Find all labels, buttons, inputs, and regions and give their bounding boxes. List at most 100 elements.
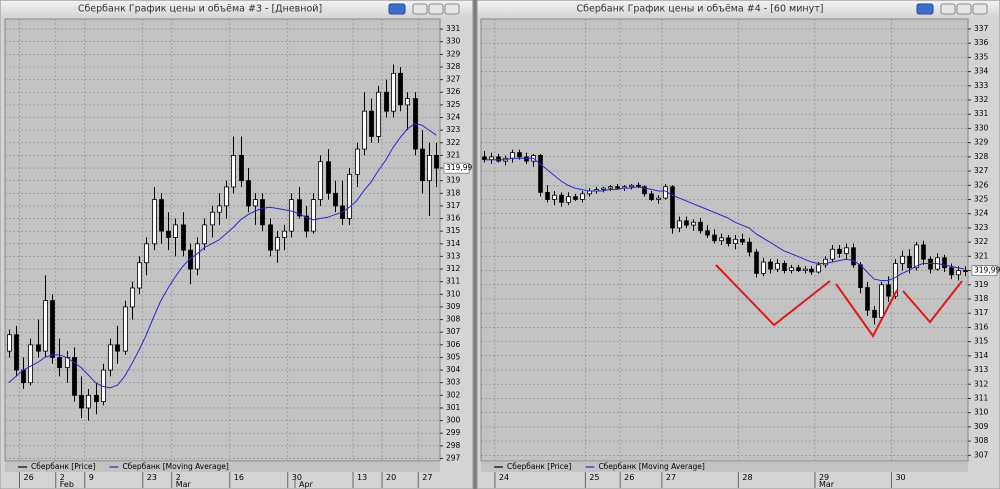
candle-body <box>21 369 26 384</box>
month-label: Feb <box>60 480 74 489</box>
y-tick-label: 297 <box>446 453 461 462</box>
y-tick-label: 328 <box>974 152 989 161</box>
moving-average-line <box>8 123 437 389</box>
candle-body <box>837 248 842 254</box>
last-price-box <box>443 162 470 174</box>
close-button[interactable] <box>444 3 460 15</box>
y-tick-label: 313 <box>974 365 989 374</box>
y-tick-label: 319 <box>446 176 461 185</box>
candle-body <box>914 244 919 269</box>
candle-body <box>391 72 396 112</box>
candle-body <box>496 156 501 162</box>
candle-body <box>747 241 752 253</box>
x-tick-label: 28 <box>742 473 752 482</box>
y-tick-label: 305 <box>446 352 461 361</box>
chart-layer: 2972982993003013023033043053063073083093… <box>4 18 1000 489</box>
candle-body <box>642 186 647 195</box>
candle-body <box>253 199 258 207</box>
title-bar <box>1 1 472 17</box>
legend-label: Сбербанк [Moving Average] <box>598 462 704 471</box>
x-tick-label: 30 <box>292 473 302 482</box>
candle-body <box>823 258 828 266</box>
y-tick-label: 327 <box>974 166 989 175</box>
y-tick-label: 314 <box>974 351 989 360</box>
candle-body <box>275 237 280 251</box>
candle-body <box>670 186 675 229</box>
y-tick-label: 322 <box>446 138 461 147</box>
candle-body <box>768 261 773 270</box>
x-tick-label: 20 <box>386 473 396 482</box>
y-tick-label: 337 <box>974 24 989 33</box>
candle-body <box>86 394 91 409</box>
pin-button[interactable] <box>388 3 406 15</box>
x-axis-strip <box>5 472 440 488</box>
candle-body <box>754 251 759 274</box>
candle-body <box>886 284 891 297</box>
candle-body <box>50 300 55 358</box>
candle-body <box>224 186 229 207</box>
candle-body <box>369 110 374 137</box>
x-tick-label: 2 <box>60 473 65 482</box>
x-tick-label: 26 <box>24 473 34 482</box>
y-tick-label: 328 <box>446 62 461 71</box>
candle-body <box>677 220 682 229</box>
x-tick-label: 13 <box>357 473 367 482</box>
candle-body <box>108 344 113 371</box>
candle-body <box>420 148 425 182</box>
y-tick-label: 301 <box>446 403 461 412</box>
y-tick-label: 304 <box>446 365 461 374</box>
pin-button[interactable] <box>916 3 934 15</box>
y-tick-label: 309 <box>974 422 989 431</box>
x-axis-strip <box>481 472 968 488</box>
y-tick-label: 324 <box>446 113 461 122</box>
y-tick-label: 308 <box>974 436 989 445</box>
last-price-label: 319,99 <box>446 163 472 172</box>
plot-area <box>480 18 969 462</box>
candle-body <box>188 249 193 270</box>
candle-body <box>573 196 578 200</box>
y-tick-label: 303 <box>446 378 461 387</box>
y-tick-label: 311 <box>974 393 989 402</box>
candle-body <box>115 344 120 352</box>
minimize-button[interactable] <box>412 3 428 15</box>
candle-body <box>615 186 620 189</box>
candle-body <box>173 224 178 238</box>
candle-body <box>830 248 835 260</box>
candle-body <box>427 154 432 182</box>
minimize-button[interactable] <box>940 3 956 15</box>
y-tick-label: 330 <box>974 123 989 132</box>
candle-body <box>580 193 585 200</box>
y-tick-label: 329 <box>974 138 989 147</box>
x-tick-label: 27 <box>666 473 676 482</box>
candle-body <box>268 224 273 251</box>
close-button[interactable] <box>972 3 988 15</box>
candle-body <box>7 334 12 352</box>
y-tick-label: 332 <box>974 95 989 104</box>
legend-label: Сбербанк [Moving Average] <box>122 462 228 471</box>
last-price-label: 319,99 <box>974 266 1000 275</box>
candle-body <box>907 255 912 269</box>
candle-body <box>181 224 186 251</box>
candle-body <box>524 156 529 162</box>
y-tick-label: 315 <box>974 337 989 346</box>
maximize-button[interactable] <box>956 3 972 15</box>
candle-body <box>362 110 367 150</box>
y-tick-label: 311 <box>446 277 461 286</box>
y-tick-label: 325 <box>446 100 461 109</box>
candle-body <box>858 264 863 289</box>
candle-body <box>28 344 33 384</box>
candle-body <box>297 199 302 217</box>
annotation-line <box>902 280 963 324</box>
y-tick-label: 322 <box>974 237 989 246</box>
y-tick-label: 331 <box>974 109 989 118</box>
candle-body <box>510 152 515 159</box>
maximize-button[interactable] <box>428 3 444 15</box>
y-tick-label: 317 <box>446 201 461 210</box>
y-tick-label: 313 <box>446 251 461 260</box>
candle-body <box>809 268 814 273</box>
candle-body <box>552 194 557 200</box>
last-price-box <box>971 265 998 276</box>
y-tick-label: 331 <box>446 24 461 33</box>
candle-body <box>872 309 877 318</box>
